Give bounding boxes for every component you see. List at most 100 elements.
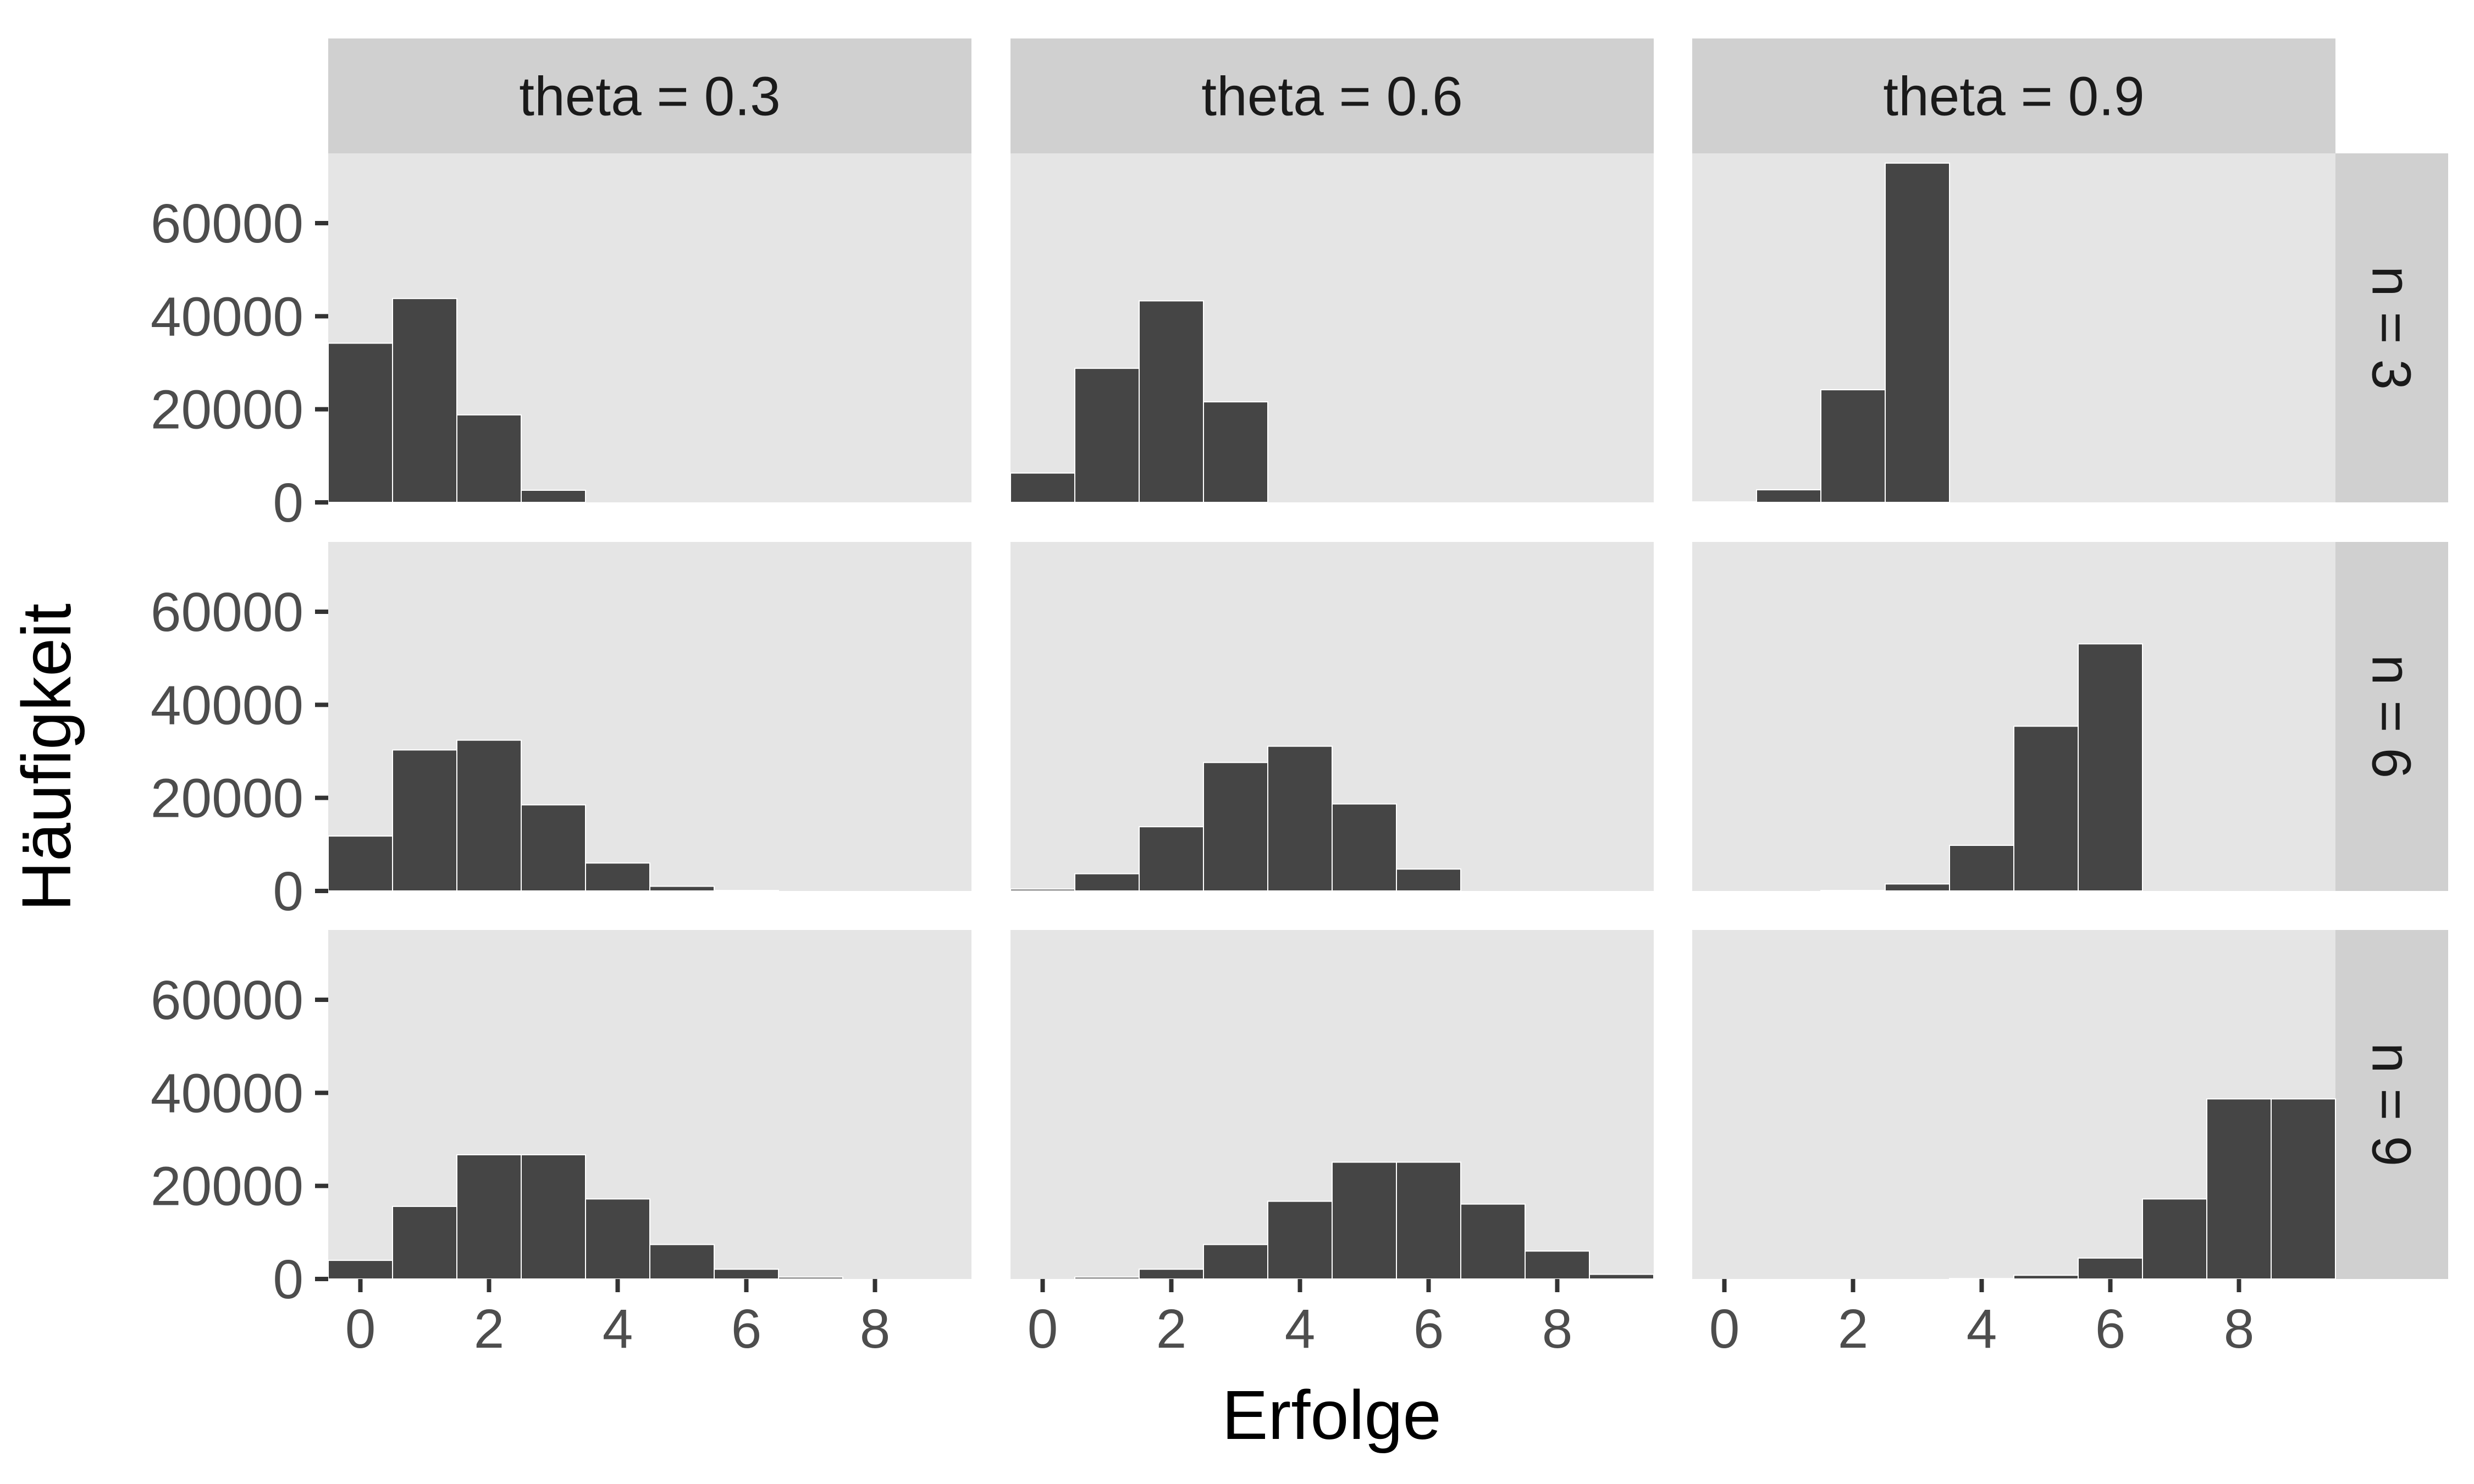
histogram-bar [585,1198,650,1280]
x-tick-label: 6 [1413,1298,1444,1360]
histogram-bar [2142,1198,2207,1280]
x-tick-label: 4 [1285,1298,1316,1360]
panel [328,153,971,503]
y-tick-label: 60000 [151,582,303,643]
histogram-bar [328,1260,393,1280]
x-tick-label: 2 [474,1298,505,1360]
histogram-bar [1756,489,1821,503]
histogram-bar [1460,1203,1526,1280]
column-strip-label: theta = 0.3 [519,66,780,128]
histogram-bar [1949,845,2014,891]
histogram-bar [1139,1269,1204,1280]
y-tick-label: 0 [273,1249,303,1310]
histogram-bar [714,1269,779,1280]
x-tick-label: 0 [1709,1298,1740,1360]
histogram-bar [1396,1161,1461,1280]
x-tick-label: 2 [1156,1298,1187,1360]
x-axis-title: Erfolge [1222,1376,1441,1454]
row-strip-label: n = 6 [2361,655,2422,778]
x-tick-label: 4 [603,1298,633,1360]
x-tick-label: 8 [2224,1298,2255,1360]
row-strip [2335,930,2448,1279]
y-tick-label: 60000 [151,193,303,254]
y-tick-label: 0 [273,861,303,922]
histogram-bar [1525,1250,1590,1280]
x-axes: 0 2 4 6 8 0 2 4 6 8 0 2 4 6 8 [345,1279,2255,1360]
y-axis-title: Häufigkeit [8,603,85,911]
x-tick-label: 2 [1838,1298,1869,1360]
column-strip [328,38,971,153]
histogram-bar [2078,643,2143,892]
histogram-bar [328,342,393,503]
y-axes: 0 20000 40000 60000 0 20000 40000 60000 0 20000 40… [151,193,328,1310]
x-tick-label: 4 [1967,1298,1997,1360]
histogram-bar [1396,868,1461,891]
panels [328,153,2336,1280]
row-strip-label: n = 3 [2361,266,2422,390]
y-tick-label: 20000 [151,1156,303,1217]
column-strip-label: theta = 0.6 [1201,66,1462,128]
histogram-bar [1203,762,1268,891]
histogram-bar [1267,745,1333,891]
y-tick-label: 20000 [151,768,303,829]
row-strip [2335,153,2448,502]
histogram-bar [778,1276,843,1280]
panel [1692,153,2335,503]
y-tick-label: 40000 [151,286,303,347]
histogram-bar [2078,1257,2143,1280]
histogram-bar [714,890,779,892]
column-strip-label: theta = 0.9 [1883,66,2144,128]
column-strip [1692,38,2335,153]
y-tick-label: 40000 [151,1062,303,1124]
histogram-bar [1589,1273,1654,1280]
panel [1010,930,1654,1280]
histogram-bar [1203,1244,1268,1280]
histogram-bar [1267,1200,1333,1280]
y-tick-label: 0 [273,472,303,534]
y-tick-label: 60000 [151,970,303,1031]
row-strip [2335,542,2448,891]
histogram-bar [649,1244,715,1280]
panel [328,930,971,1280]
histogram-bar [1820,890,1886,892]
histogram-bar [1332,803,1397,891]
histogram-bar [2271,1098,2336,1280]
histogram-bar [392,1205,457,1280]
histogram-bar [328,835,393,892]
panel [1010,542,1654,892]
column-strip [1010,38,1654,153]
histogram-bar [1074,368,1140,503]
row-strip-label: n = 9 [2361,1043,2422,1166]
histogram-bar [456,414,522,503]
y-tick-label: 40000 [151,674,303,736]
histogram-bar [2206,1098,2272,1280]
histogram-bar [1885,162,1950,503]
histogram-bar [1203,401,1268,503]
histogram-bar [1332,1161,1397,1280]
histogram-bar [1074,1276,1140,1280]
histogram-bar [1139,826,1204,892]
histogram-bar [2013,726,2079,892]
histogram-bar [1010,472,1075,503]
histogram-bar [392,298,457,503]
x-tick-label: 8 [860,1298,891,1360]
x-tick-label: 0 [1028,1298,1058,1360]
histogram-bar [1139,300,1204,503]
histogram-bar [1885,883,1950,892]
column-strips: theta = 0.3 theta = 0.6 theta = 0.9 [328,38,2335,153]
histogram-bar [2013,1275,2079,1280]
x-tick-label: 8 [1542,1298,1573,1360]
y-tick-label: 20000 [151,379,303,441]
histogram-bar [456,1154,522,1280]
x-tick-label: 6 [2095,1298,2126,1360]
panel [328,542,971,892]
histogram-bar [392,749,457,891]
histogram-bar [1010,888,1075,891]
histogram-bar [1074,873,1140,892]
x-tick-label: 6 [731,1298,762,1360]
histogram-bar [521,804,586,892]
histogram-bar [1820,389,1886,503]
panel [1010,153,1654,503]
histogram-bar [521,1154,586,1280]
